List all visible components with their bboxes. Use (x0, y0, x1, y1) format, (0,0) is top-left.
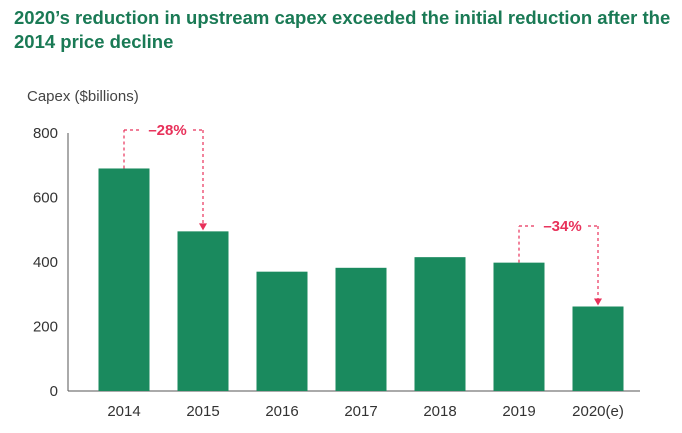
annotation-arrowhead (199, 223, 207, 231)
x-tick-label: 2014 (107, 403, 140, 420)
y-tick-label: 200 (33, 319, 58, 336)
x-tick-label: 2016 (265, 403, 298, 420)
x-tick-label: 2018 (423, 403, 456, 420)
x-tick-label: 2019 (502, 403, 535, 420)
bar-2018 (414, 257, 466, 391)
annotation-label: –28% (148, 122, 186, 139)
annotation-label: –34% (543, 218, 581, 235)
bar-2014 (98, 168, 150, 391)
bar-2019 (493, 262, 545, 391)
chart-title: 2020’s reduction in upstream capex excee… (14, 7, 671, 52)
x-tick-label: 2015 (186, 403, 219, 420)
bar-2015 (177, 231, 229, 391)
y-tick-label: 400 (33, 254, 58, 271)
y-axis-label: Capex ($billions) (27, 88, 139, 105)
y-tick-label: 0 (50, 383, 58, 400)
bar-2017 (335, 267, 387, 391)
annotation-arrowhead (594, 298, 602, 306)
y-tick-label: 800 (33, 125, 58, 142)
x-tick-label: 2017 (344, 403, 377, 420)
bar-2020(e) (572, 306, 624, 391)
x-tick-label: 2020(e) (572, 403, 624, 420)
bar-2016 (256, 271, 308, 391)
y-tick-label: 600 (33, 190, 58, 207)
